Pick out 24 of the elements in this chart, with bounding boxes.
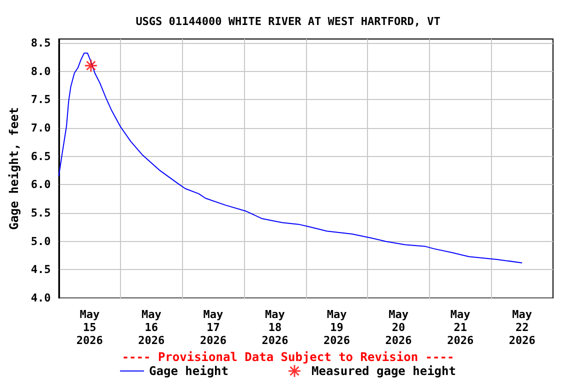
y-tick-label: 4.5 (30, 263, 51, 276)
y-tick-label: 4.0 (30, 292, 51, 304)
x-tick-label: May 15 2026 (76, 308, 104, 347)
chart-title: USGS 01144000 WHITE RIVER AT WEST HARTFORD, VT (136, 15, 441, 28)
y-tick-label: 8.5 (30, 36, 51, 50)
y-tick-label: 6.5 (30, 150, 51, 163)
y-tick-label: 5.5 (30, 206, 51, 220)
x-tick-label: May 18 2026 (262, 308, 289, 347)
y-tick-label: 6.0 (30, 178, 51, 192)
x-tick-label: May 20 2026 (385, 308, 412, 347)
x-tick-label: May 16 2026 (138, 308, 166, 347)
y-tick-label: 5.0 (30, 234, 51, 248)
text: ---- Provisional Data Subject to Revision ---- (122, 350, 454, 364)
x-tick-label: May 21 2026 (447, 308, 474, 347)
y-tick-label: 7.0 (30, 121, 51, 134)
legend-label: Measured gage height (311, 364, 456, 378)
x-tick-label: May 17 2026 (200, 308, 227, 347)
legend-label: Gage height (149, 364, 229, 378)
x-tick-label: May 22 2026 (508, 308, 536, 347)
y-axis-title: Gage height, feet (7, 107, 21, 230)
x-tick-label: May 19 2026 (324, 308, 350, 347)
y-tick-label: 7.5 (30, 93, 51, 106)
y-tick-label: 8.0 (30, 64, 51, 78)
line-series (58, 52, 523, 264)
